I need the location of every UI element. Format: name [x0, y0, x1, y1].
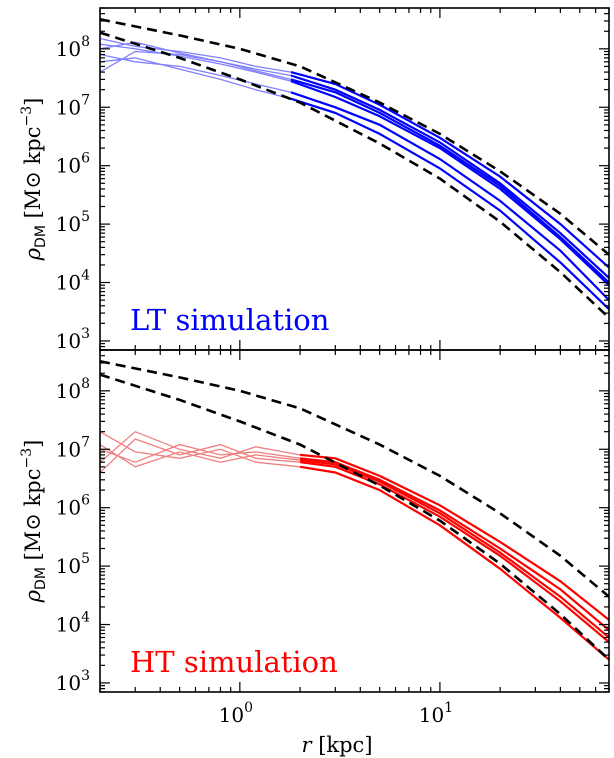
lt-y-tick-label: 104: [56, 268, 90, 295]
ht-profile-outer-4: [299, 459, 609, 639]
ht-profile-outer-1: [299, 457, 609, 632]
ht-simulation-label: HT simulation: [130, 645, 338, 679]
ht-profile-inner-3: [100, 430, 301, 463]
ht-profile-outer-2: [299, 465, 609, 661]
x-tick-label: 100: [219, 700, 253, 727]
ht-y-tick-label: 107: [56, 434, 90, 461]
lt-y-tick-label: 105: [56, 209, 90, 236]
x-tick-label: 101: [419, 700, 453, 727]
lt-profile-inner-4: [100, 57, 292, 100]
x-axis-label-unit: [kpc]: [312, 733, 373, 757]
lt-y-tick-label: 107: [56, 92, 90, 119]
lt-axes-frame: [99, 7, 610, 351]
lt-profile-outer-5: [290, 78, 609, 284]
lt-profile-outer-3: [290, 71, 609, 269]
ht-y-tick-label: 104: [56, 610, 90, 637]
ht-profile-inner-0: [100, 438, 301, 473]
ht-plot-area: [100, 360, 609, 661]
ht-profile-inner-4: [100, 444, 301, 468]
ht-axes-frame: [99, 349, 610, 693]
lt-profile-outer-4: [290, 97, 609, 310]
lt-profile-inner-0: [100, 50, 292, 77]
lt-profile-inner-2: [100, 53, 292, 93]
x-axis-label-symbol: r: [301, 733, 313, 757]
ht-y-tick-label: 103: [56, 668, 90, 695]
lt-reference-curve-1: [100, 31, 609, 319]
x-axis-label: r [kpc]: [301, 733, 372, 757]
lt-reference-curve-0: [100, 18, 609, 256]
lt-profile-outer-2: [290, 91, 609, 301]
lt-y-tick-label: 108: [56, 34, 90, 61]
ht-profile-outer-3: [299, 453, 609, 621]
lt-tick-marks: [99, 7, 610, 351]
lt-simulation-panel: 103 104 105 106 107 108 ρDM [M⊙ kpc−3] LT simul…: [19, 7, 610, 353]
ht-y-axis-label: ρDM [M⊙ kpc−3]: [19, 440, 49, 604]
lt-profile-inner-5: [100, 41, 292, 81]
ht-reference-curve-1: [100, 373, 609, 661]
lt-profile-outer-1: [290, 80, 609, 286]
lt-y-tick-label: 106: [56, 151, 90, 178]
lt-simulation-label: LT simulation: [130, 303, 329, 337]
ht-profile-inner-1: [100, 443, 301, 463]
ht-tick-marks: [99, 349, 610, 693]
lt-profile-inner-3: [100, 37, 292, 73]
ht-profile-outer-0: [299, 461, 609, 643]
lt-y-axis-label: ρDM [M⊙ kpc−3]: [19, 98, 49, 262]
ht-y-tick-label: 108: [56, 376, 90, 403]
ht-simulation-panel: 103 104 105 106 107 108 100 101 ρDM [M⊙ kpc−3] HT…: [19, 349, 610, 727]
ht-reference-curve-0: [100, 360, 609, 598]
lt-profile-inner-1: [100, 43, 292, 82]
ht-y-tick-label: 106: [56, 493, 90, 520]
lt-y-tick-label: 103: [56, 326, 90, 353]
lt-profile-outer-0: [290, 74, 609, 279]
ht-y-tick-label: 105: [56, 551, 90, 578]
lt-plot-area: [100, 18, 609, 319]
